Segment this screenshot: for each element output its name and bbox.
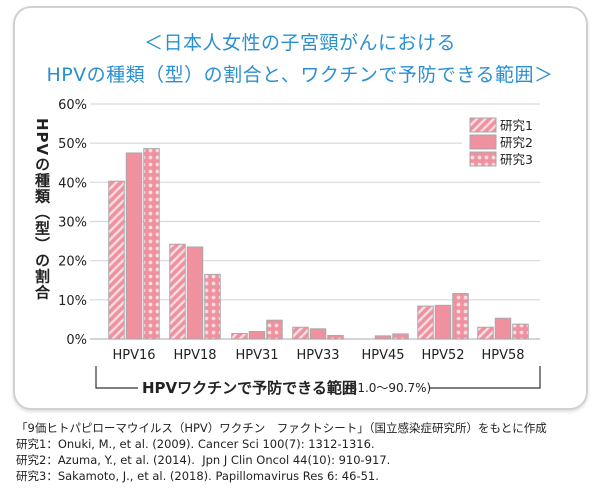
x-tick-label: HPV58 [481, 348, 524, 363]
chart-title-line-2: HPVの種類（型）の割合と、ワクチンで予防できる範囲＞ [46, 64, 554, 86]
legend-label: 研究3 [500, 152, 533, 167]
bar-HPV16-series-3 [143, 148, 160, 340]
x-tick-label: HPV31 [235, 348, 278, 363]
reference-3: 研究3：Sakamoto, J., et al. (2018). Papillo… [16, 469, 379, 483]
bar-HPV33-series-2 [309, 328, 327, 340]
legend-swatch-3 [469, 151, 497, 167]
source-note: 「9価ヒトパピローマウイルス（HPV）ワクチン ファクトシート」（国立感染症研究… [16, 421, 547, 435]
reference-1: 研究1：Onuki, M., et al. (2009). Cancer Sci… [16, 437, 375, 451]
bar-HPV16-series-1 [108, 180, 125, 340]
y-tick-label: 20% [58, 255, 87, 270]
bar-HPV33-series-1 [292, 326, 309, 340]
x-tick-label: HPV52 [421, 348, 464, 363]
bar-HPV31-series-2 [248, 331, 266, 340]
y-tick-label: 0% [66, 333, 87, 348]
bar-HPV45-series-2 [374, 335, 392, 340]
bracket-label: HPVワクチンで予防できる範囲 [142, 379, 357, 397]
x-tick-label: HPV45 [361, 348, 404, 363]
chart-title-line-1: ＜日本人女性の子宮頸がんにおける [143, 32, 456, 54]
bar-HPV45-series-3 [392, 333, 409, 340]
x-tick-label: HPV18 [173, 348, 216, 363]
bar-HPV52-series-1 [417, 305, 434, 340]
bar-HPV18-series-3 [204, 273, 221, 340]
bar-HPV31-series-1 [231, 333, 248, 340]
y-tick-label: 50% [58, 137, 87, 152]
y-axis-label: HPVの種類（型）の割合 [33, 118, 51, 301]
y-tick-label: 30% [58, 216, 87, 231]
bar-HPV18-series-2 [186, 246, 204, 340]
vaccine-range-bracket: HPVワクチンで予防できる範囲 (81.0〜90.7%) [95, 366, 541, 397]
y-tick-label: 60% [58, 98, 87, 113]
bar-HPV16-series-2 [125, 152, 143, 340]
chart-frame [13, 6, 588, 410]
bracket-range: (81.0〜90.7%) [345, 381, 431, 395]
legend-label: 研究1 [500, 118, 533, 133]
legend-swatch-2 [469, 134, 497, 150]
bar-HPV31-series-3 [266, 319, 283, 340]
legend-swatch-1 [469, 117, 497, 133]
y-tick-label: 40% [58, 176, 87, 191]
bar-HPV58-series-2 [494, 317, 512, 340]
x-tick-label: HPV16 [112, 348, 155, 363]
reference-2: 研究2：Azuma, Y., et al. (2014). Jpn J Clin… [16, 453, 391, 467]
y-tick-label: 10% [58, 294, 87, 309]
legend-label: 研究2 [500, 135, 533, 150]
source-notes: 「9価ヒトパピローマウイルス（HPV）ワクチン ファクトシート」（国立感染症研究… [16, 420, 547, 484]
bar-HPV52-series-2 [434, 304, 452, 340]
x-tick-label: HPV33 [296, 348, 339, 363]
bar-HPV58-series-1 [477, 326, 494, 340]
bar-chart: 0% 10% 20% 30% 40% 50% 60% 研究1 研究2 研究3 HPV16 HPV1… [58, 98, 541, 397]
bar-HPV33-series-3 [327, 334, 344, 340]
bar-HPV18-series-1 [169, 243, 186, 340]
bar-HPV52-series-3 [452, 293, 469, 340]
bar-HPV58-series-3 [512, 323, 529, 340]
